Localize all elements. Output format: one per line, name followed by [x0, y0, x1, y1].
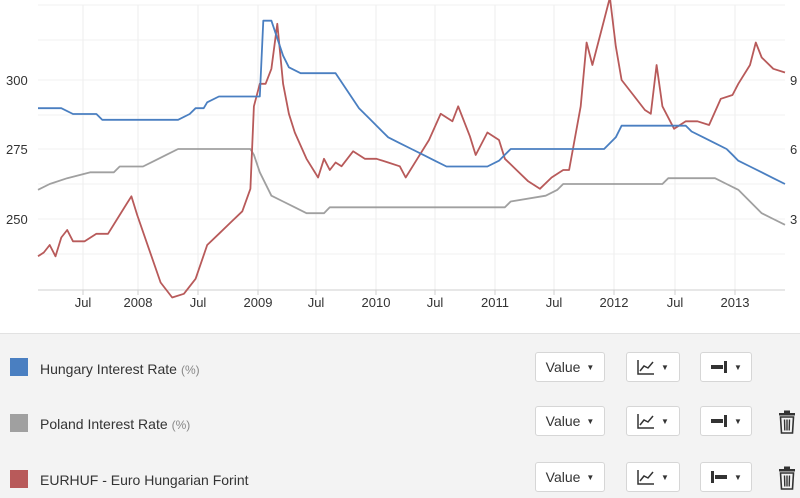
- legend-row-eurhuf: EURHUF - Euro Hungarian Forint Value▼ ▼ …: [0, 458, 800, 498]
- right-axis-icon: [710, 414, 728, 428]
- x-tick-label: 2010: [362, 295, 391, 310]
- series-unit-text: (%): [172, 418, 191, 432]
- series-name-text: EURHUF - Euro Hungarian Forint: [40, 472, 249, 488]
- caret-down-icon: ▼: [586, 417, 594, 426]
- value-dropdown[interactable]: Value ▼: [535, 406, 605, 436]
- left-axis-tick-label: 300: [6, 73, 28, 88]
- caret-down-icon: ▼: [661, 473, 669, 482]
- legend-panel: Hungary Interest Rate (%) Value ▼ ▼ ▼ Pola…: [0, 333, 800, 498]
- axis-dropdown[interactable]: ▼: [700, 352, 752, 382]
- caret-down-icon: ▼: [586, 363, 594, 372]
- x-tick-label: 2009: [244, 295, 273, 310]
- left-axis-tick-label: 250: [6, 212, 28, 227]
- trash-icon[interactable]: [777, 410, 797, 434]
- right-axis-icon: [710, 360, 728, 374]
- chart-type-dropdown[interactable]: ▼: [626, 406, 680, 436]
- series-unit-text: (%): [181, 363, 200, 377]
- caret-down-icon: ▼: [661, 417, 669, 426]
- caret-down-icon: ▼: [734, 473, 742, 482]
- series-label: Poland Interest Rate (%): [40, 416, 190, 432]
- series-color-swatch: [10, 414, 28, 432]
- poland-interest-rate-line: [38, 149, 785, 225]
- chart-type-dropdown[interactable]: ▼: [626, 352, 680, 382]
- line-chart: Jul 2008 Jul 2009 Jul 2010 Jul 2011 Jul 2012 Jul 20…: [0, 0, 800, 330]
- x-tick-label: Jul: [75, 295, 92, 310]
- right-axis-tick-label: 6: [790, 142, 797, 157]
- axis-dropdown[interactable]: ▼: [700, 462, 752, 492]
- left-axis-icon: [710, 470, 728, 484]
- x-tick-label: 2013: [721, 295, 750, 310]
- trash-icon[interactable]: [777, 466, 797, 490]
- series-name-text: Hungary Interest Rate: [40, 361, 177, 377]
- series-color-swatch: [10, 358, 28, 376]
- caret-down-icon: ▼: [586, 473, 594, 482]
- line-chart-icon: [637, 359, 655, 375]
- series-name-text: Poland Interest Rate: [40, 416, 168, 432]
- right-axis-tick-label: 3: [790, 212, 797, 227]
- line-chart-icon: [637, 469, 655, 485]
- value-dropdown-label: Value: [546, 469, 581, 485]
- series-label: EURHUF - Euro Hungarian Forint: [40, 472, 253, 488]
- caret-down-icon: ▼: [734, 363, 742, 372]
- series-label: Hungary Interest Rate (%): [40, 361, 200, 377]
- x-tick-label: Jul: [427, 295, 444, 310]
- x-tick-label: 2011: [481, 295, 509, 310]
- legend-row-hungary: Hungary Interest Rate (%) Value ▼ ▼ ▼: [0, 344, 800, 384]
- value-dropdown[interactable]: Value ▼: [535, 352, 605, 382]
- value-dropdown[interactable]: Value ▼: [535, 462, 605, 492]
- x-tick-label: 2008: [124, 295, 153, 310]
- value-dropdown-label: Value: [546, 413, 581, 429]
- x-tick-label: 2012: [600, 295, 629, 310]
- hungary-interest-rate-line: [38, 21, 785, 184]
- x-tick-label: Jul: [667, 295, 684, 310]
- caret-down-icon: ▼: [734, 417, 742, 426]
- x-tick-label: Jul: [190, 295, 207, 310]
- axis-dropdown[interactable]: ▼: [700, 406, 752, 436]
- line-chart-icon: [637, 413, 655, 429]
- right-axis-tick-label: 9: [790, 73, 797, 88]
- value-dropdown-label: Value: [546, 359, 581, 375]
- chart-area: Jul 2008 Jul 2009 Jul 2010 Jul 2011 Jul 2012 Jul 20…: [0, 0, 800, 330]
- series-color-swatch: [10, 470, 28, 488]
- legend-row-poland: Poland Interest Rate (%) Value ▼ ▼ ▼: [0, 402, 800, 442]
- left-axis-tick-label: 275: [6, 142, 28, 157]
- x-tick-label: Jul: [546, 295, 563, 310]
- chart-type-dropdown[interactable]: ▼: [626, 462, 680, 492]
- x-tick-label: Jul: [308, 295, 325, 310]
- caret-down-icon: ▼: [661, 363, 669, 372]
